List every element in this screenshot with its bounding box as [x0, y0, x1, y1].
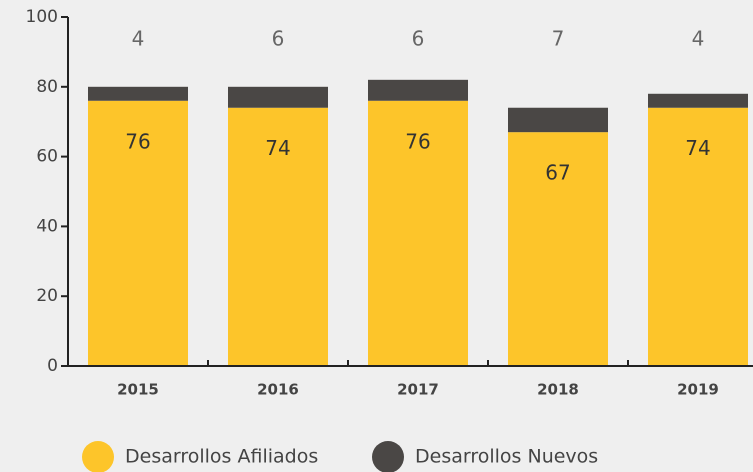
- legend-swatch: [372, 441, 404, 472]
- value-label: 76: [405, 129, 430, 153]
- bar-segment: [648, 107, 748, 367]
- bar-segment: [508, 107, 608, 133]
- bar-segment: [368, 100, 468, 366]
- legend-label: Desarrollos Nuevos: [415, 446, 598, 468]
- y-tick-label: 40: [36, 216, 58, 236]
- bar-segment: [368, 79, 468, 101]
- value-label: 6: [412, 27, 425, 51]
- bar-segment: [648, 93, 748, 108]
- bar-segment: [508, 132, 608, 366]
- x-tick-label: 2019: [677, 381, 719, 399]
- y-tick-label: 20: [36, 286, 58, 306]
- value-label: 76: [125, 129, 150, 153]
- bar-segment: [228, 107, 328, 367]
- bar-segment: [228, 86, 328, 108]
- value-label: 74: [685, 136, 710, 160]
- bar-segment: [88, 100, 188, 366]
- value-label: 4: [132, 27, 145, 51]
- y-tick-label: 60: [36, 147, 58, 167]
- y-tick-label: 0: [47, 356, 58, 376]
- x-tick-label: 2017: [397, 381, 439, 399]
- value-label: 7: [552, 27, 565, 51]
- x-tick-label: 2016: [257, 381, 299, 399]
- value-label: 67: [545, 161, 570, 185]
- value-label: 6: [272, 27, 285, 51]
- y-tick-label: 100: [26, 7, 58, 27]
- bar-segment: [88, 86, 188, 101]
- value-label: 4: [692, 27, 705, 51]
- x-tick-label: 2015: [117, 381, 159, 399]
- x-tick-label: 2018: [537, 381, 579, 399]
- legend-label: Desarrollos Afiliados: [125, 446, 318, 468]
- value-label: 74: [265, 136, 290, 160]
- legend-swatch: [82, 441, 114, 472]
- y-tick-label: 80: [36, 77, 58, 97]
